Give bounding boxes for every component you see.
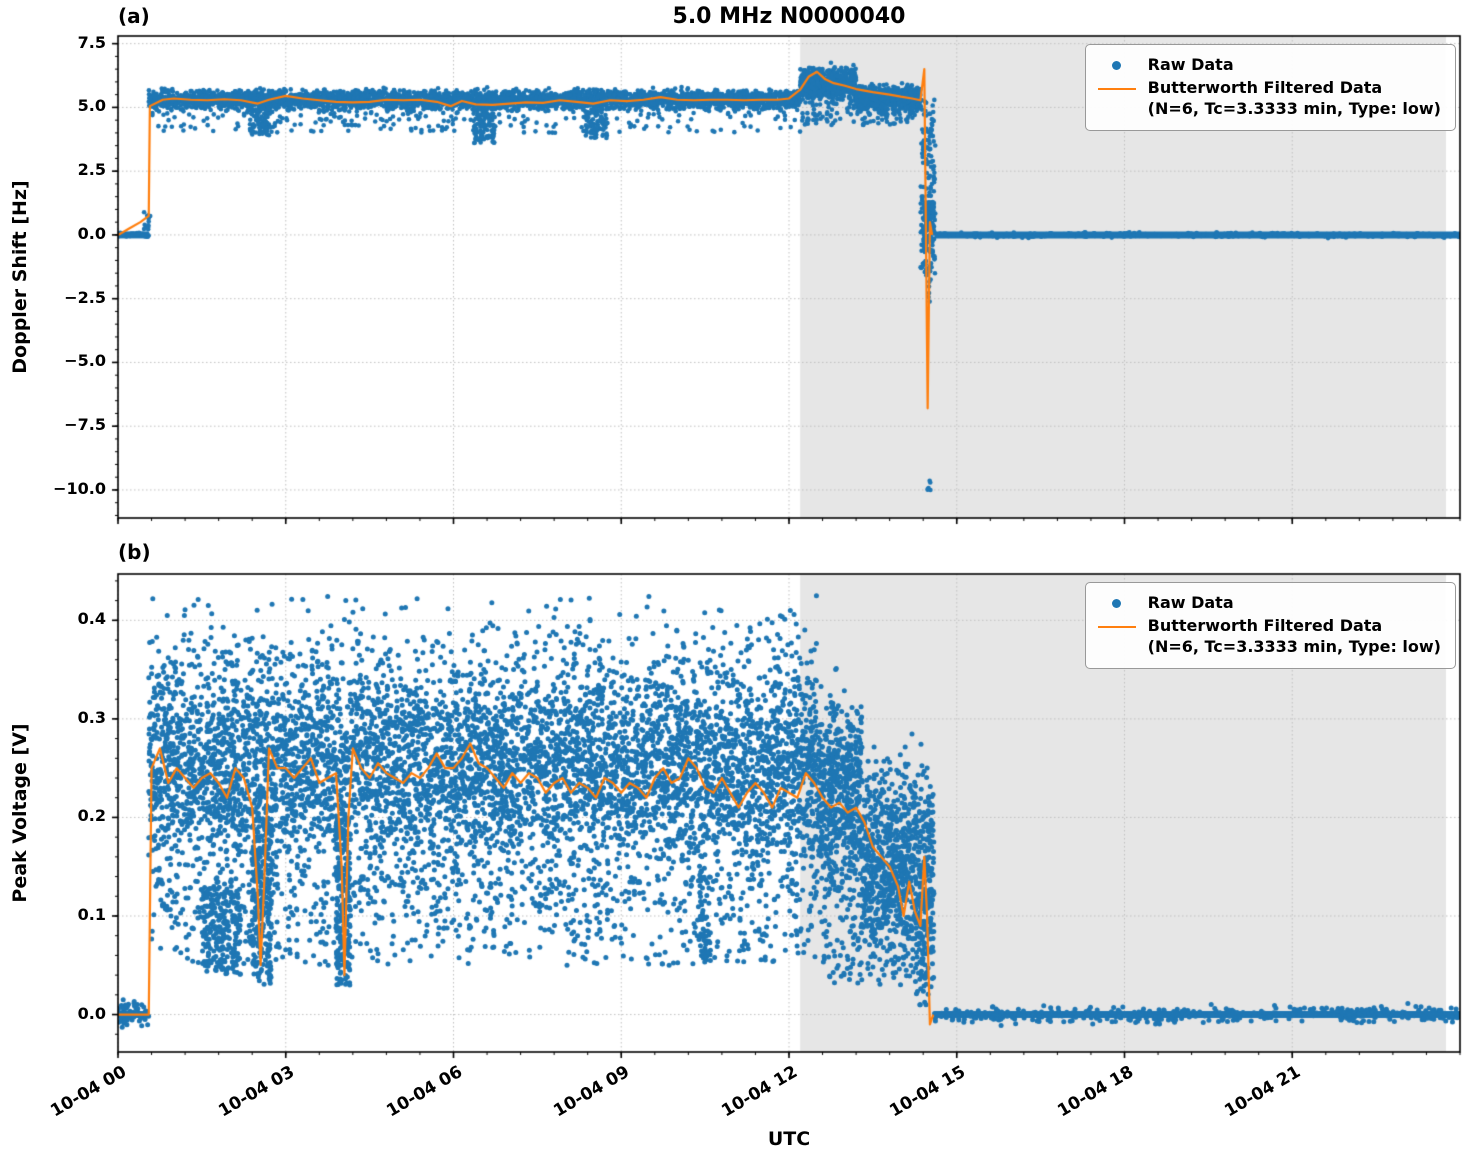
filtered-line-icon: [1096, 78, 1138, 99]
legend-entry-filtered: Butterworth Filtered Data (N=6, Tc=3.3333…: [1096, 616, 1441, 658]
raw-data-marker-icon: [1096, 593, 1138, 614]
legend-entry-raw: Raw Data: [1096, 593, 1441, 614]
legend-raw-label: Raw Data: [1147, 55, 1234, 74]
legend-panel-b: Raw Data Butterworth Filtered Data (N=6, …: [1084, 582, 1456, 669]
legend-filtered-label: Butterworth Filtered Data (N=6, Tc=3.3333…: [1147, 78, 1441, 118]
filtered-line-icon: [1096, 616, 1138, 637]
legend-entry-raw: Raw Data: [1096, 55, 1441, 76]
raw-data-marker-icon: [1096, 55, 1138, 76]
legend-filtered-label: Butterworth Filtered Data (N=6, Tc=3.3333…: [1147, 616, 1441, 656]
legend-panel-a: Raw Data Butterworth Filtered Data (N=6, …: [1084, 44, 1456, 131]
legend-entry-filtered: Butterworth Filtered Data (N=6, Tc=3.3333…: [1096, 78, 1441, 120]
legend-raw-label: Raw Data: [1147, 593, 1234, 612]
